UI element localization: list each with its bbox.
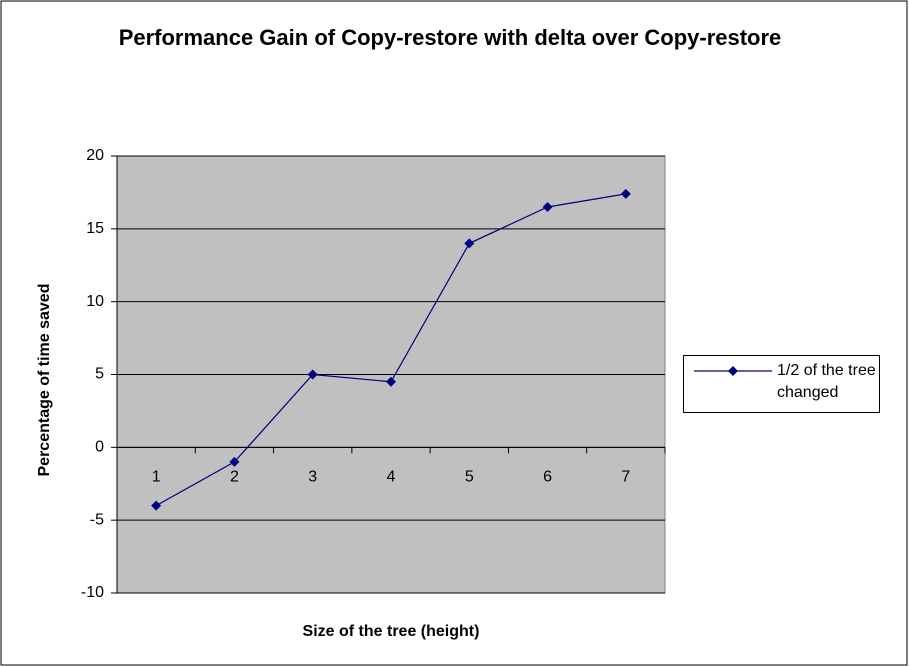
x-tick-label: 2 — [230, 469, 239, 486]
x-tick-label: 7 — [621, 469, 630, 486]
y-tick-label: -5 — [90, 511, 104, 528]
data-point — [307, 369, 318, 380]
data-point — [151, 500, 162, 511]
data-point — [464, 238, 475, 249]
legend: 1/2 of the tree changed — [683, 355, 880, 413]
x-tick-label: 3 — [308, 469, 317, 486]
y-tick-label: 15 — [86, 220, 104, 237]
legend-marker — [728, 366, 738, 376]
y-tick-label: 5 — [95, 366, 104, 383]
legend-symbol — [694, 366, 772, 376]
y-axis-label: Percentage of time saved — [36, 284, 53, 477]
legend-label: 1/2 of the tree changed — [777, 362, 876, 401]
data-point — [620, 188, 631, 199]
x-axis-label: Size of the tree (height) — [303, 623, 480, 640]
y-tick-label: 20 — [86, 147, 104, 164]
data-point — [542, 201, 553, 212]
chart-title: Performance Gain of Copy-restore with de… — [118, 25, 782, 50]
data-point — [386, 376, 396, 387]
y-tick-label: -10 — [81, 584, 104, 601]
x-tick-label: 1 — [152, 469, 161, 486]
x-tick-label: 4 — [387, 469, 396, 486]
data-point — [229, 456, 240, 467]
x-tick-label: 5 — [465, 469, 474, 486]
x-tick-label: 6 — [543, 469, 552, 486]
y-tick-label: 0 — [95, 439, 104, 456]
y-tick-label: 10 — [86, 293, 104, 310]
